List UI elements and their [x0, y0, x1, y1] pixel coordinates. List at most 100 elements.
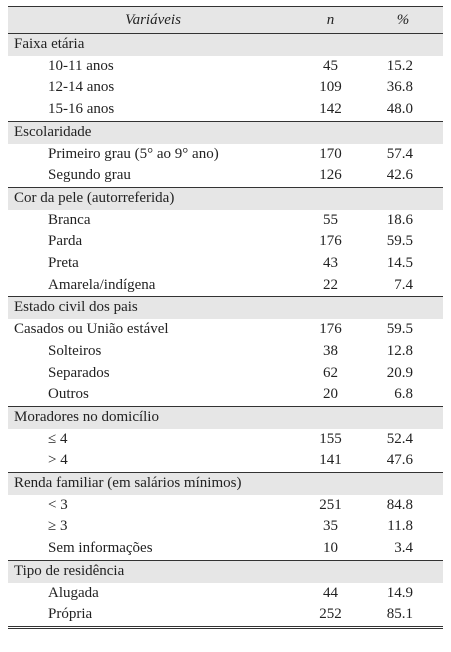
row-percent: 20.9 [386, 364, 413, 381]
header-n: n [298, 6, 363, 34]
row-n: 109 [319, 79, 342, 96]
data-table: Variáveis n % Faixa etária 10-11 anos 45 15… [8, 6, 443, 629]
cell [298, 186, 363, 210]
row-label: Primeiro grau (5° ao 9° ano) [48, 145, 219, 162]
cell [363, 296, 443, 320]
row-label: Separados [48, 364, 110, 381]
section-title: Estado civil dos pais [8, 296, 298, 320]
data-row: Solteiros 38 12.8 [8, 341, 443, 363]
data-row: 10-11 anos 45 15.2 [8, 56, 443, 78]
row-percent: 48.0 [386, 101, 413, 118]
row-n: 55 [323, 211, 338, 228]
cell [298, 472, 363, 495]
row-label: ≤ 4 [48, 430, 68, 447]
row-percent: 15.2 [386, 57, 413, 74]
row-n: 170 [319, 145, 342, 162]
row-label: Casados ou União estável [14, 321, 169, 338]
data-row: Preta 43 14.5 [8, 253, 443, 275]
section-row: Cor da pele (autorreferida) [8, 186, 443, 210]
data-row: Primeiro grau (5° ao 9° ano) 170 57.4 [8, 144, 443, 166]
table-header: Variáveis n % [8, 6, 443, 34]
row-percent: 12.8 [386, 342, 413, 359]
section-row: Moradores no domicílio [8, 405, 443, 429]
row-n: 176 [319, 233, 342, 250]
row-label: Branca [48, 211, 91, 228]
cell [363, 559, 443, 583]
data-row: Sem informações 10 3.4 [8, 538, 443, 560]
row-percent: 6.8 [394, 386, 413, 403]
cell [363, 405, 443, 429]
cell [363, 472, 443, 495]
data-row: Própria 252 85.1 [8, 604, 443, 627]
data-row: < 3 251 84.8 [8, 495, 443, 517]
row-percent: 36.8 [386, 79, 413, 96]
section-row: Tipo de residência [8, 559, 443, 583]
header-percent: % [363, 6, 443, 34]
row-percent: 42.6 [386, 167, 413, 184]
data-row: ≥ 3 35 11.8 [8, 516, 443, 538]
row-label: 10-11 anos [48, 57, 114, 74]
header-row: Variáveis n % [8, 6, 443, 34]
section-title: Cor da pele (autorreferida) [8, 186, 298, 210]
row-label: Amarela/indígena [48, 276, 156, 293]
header-variable: Variáveis [8, 6, 298, 34]
cell [363, 32, 443, 56]
row-percent: 52.4 [386, 430, 413, 447]
row-n: 20 [323, 386, 338, 403]
data-row: 15-16 anos 142 48.0 [8, 99, 443, 121]
data-row: ≤ 4 155 52.4 [8, 429, 443, 451]
data-row: Branca 55 18.6 [8, 210, 443, 232]
row-n: 43 [323, 255, 338, 272]
section-title: Escolaridade [8, 120, 298, 144]
row-label: < 3 [48, 496, 68, 513]
row-percent: 14.5 [386, 255, 413, 272]
data-row: Parda 176 59.5 [8, 231, 443, 253]
row-n: 38 [323, 342, 338, 359]
row-label: ≥ 3 [48, 518, 68, 535]
data-row: Casados ou União estável 176 59.5 [8, 319, 443, 341]
table-body: Faixa etária 10-11 anos 45 15.2 12-14 anos 10… [8, 32, 443, 628]
row-n: 62 [323, 364, 338, 381]
row-n: 22 [323, 276, 338, 293]
data-row: Segundo grau 126 42.6 [8, 165, 443, 187]
data-row: Separados 62 20.9 [8, 363, 443, 385]
row-label: Parda [48, 233, 83, 250]
cell [363, 186, 443, 210]
row-label: 15-16 anos [48, 101, 115, 118]
data-row: Amarela/indígena 22 7.4 [8, 275, 443, 297]
row-n: 35 [323, 518, 338, 535]
cell [298, 405, 363, 429]
row-percent: 84.8 [386, 496, 413, 513]
section-row: Escolaridade [8, 120, 443, 144]
row-percent: 57.4 [386, 145, 413, 162]
cell [363, 120, 443, 144]
section-title: Renda familiar (em salários mínimos) [8, 472, 298, 495]
row-label: Sem informações [48, 540, 153, 557]
row-label: Solteiros [48, 342, 102, 359]
row-n: 45 [323, 57, 338, 74]
row-label: Preta [48, 255, 79, 272]
row-n: 141 [319, 452, 342, 469]
section-row: Faixa etária [8, 32, 443, 56]
cell [298, 296, 363, 320]
row-percent: 47.6 [386, 452, 413, 469]
section-row: Renda familiar (em salários mínimos) [8, 472, 443, 495]
cell [298, 559, 363, 583]
row-n: 251 [319, 496, 342, 513]
row-label: Segundo grau [48, 167, 131, 184]
row-percent: 59.5 [386, 233, 413, 250]
row-label: Alugada [48, 584, 99, 601]
row-percent: 18.6 [386, 211, 413, 228]
section-title: Faixa etária [8, 32, 298, 56]
data-row: Alugada 44 14.9 [8, 583, 443, 605]
row-percent: 59.5 [386, 321, 413, 338]
section-title: Moradores no domicílio [8, 405, 298, 429]
row-percent: 11.8 [387, 518, 413, 535]
row-percent: 85.1 [386, 606, 413, 623]
row-label: Própria [48, 606, 93, 623]
row-percent: 7.4 [394, 276, 413, 293]
row-label: 12-14 anos [48, 79, 115, 96]
data-row: Outros 20 6.8 [8, 384, 443, 406]
row-n: 126 [319, 167, 342, 184]
